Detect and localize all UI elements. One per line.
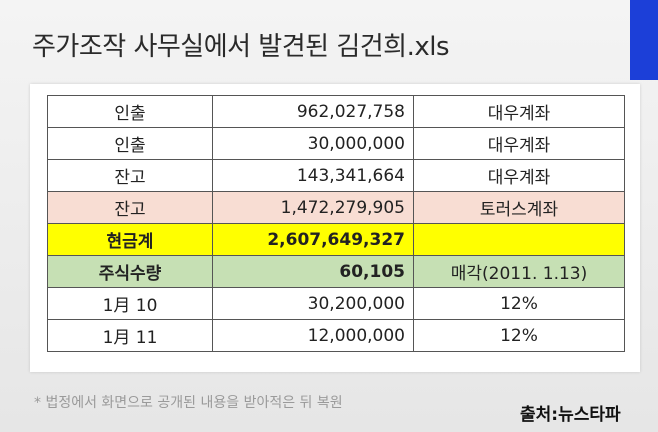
table-row: 잔고 1,472,279,905 토러스계좌	[47, 191, 625, 224]
table-cell: 12%	[413, 287, 625, 320]
table-row: 인출 962,027,758 대우계좌	[47, 95, 625, 128]
table: 인출 962,027,758 대우계좌 인출 30,000,000 대우계좌 잔고 143,3…	[47, 95, 625, 352]
table-cell: 1月 10	[47, 287, 213, 320]
table-row: 현금계 2,607,649,327	[47, 223, 625, 256]
table-cell: 1月 11	[47, 319, 213, 352]
table-row: 인출 30,000,000 대우계좌	[47, 127, 625, 160]
table-cell: 12%	[413, 319, 625, 352]
table-cell: 잔고	[47, 159, 213, 192]
table-row: 잔고 143,341,664 대우계좌	[47, 159, 625, 192]
table-cell: 대우계좌	[413, 127, 625, 160]
table-cell: 매각(2011. 1.13)	[413, 255, 625, 288]
table-panel: 인출 962,027,758 대우계좌 인출 30,000,000 대우계좌 잔고 143,3…	[30, 84, 640, 372]
table-row: 1月 11 12,000,000 12%	[47, 319, 625, 352]
table-cell: 2,607,649,327	[212, 223, 414, 256]
footnote: * 법정에서 화면으로 공개된 내용을 받아적은 뒤 복원	[34, 395, 343, 411]
table-cell: 현금계	[47, 223, 213, 256]
table-cell: 주식수량	[47, 255, 213, 288]
source: 출처:뉴스타파	[520, 405, 621, 425]
table-cell: 143,341,664	[212, 159, 414, 192]
table-row: 주식수량 60,105 매각(2011. 1.13)	[47, 255, 625, 288]
table-cell: 잔고	[47, 191, 213, 224]
table-cell: 대우계좌	[413, 159, 625, 192]
title: 주가조작 사무실에서 발견된 김건희.xls	[32, 32, 450, 62]
table-cell: 962,027,758	[212, 95, 414, 128]
table-cell: 인출	[47, 95, 213, 128]
table-cell: 30,200,000	[212, 287, 414, 320]
table-cell: 토러스계좌	[413, 191, 625, 224]
table-cell: 인출	[47, 127, 213, 160]
table-cell: 60,105	[212, 255, 414, 288]
table-cell: 1,472,279,905	[212, 191, 414, 224]
table-cell: 12,000,000	[212, 319, 414, 352]
table-cell: 30,000,000	[212, 127, 414, 160]
table-cell: 대우계좌	[413, 95, 625, 128]
channel-logo	[630, 0, 658, 80]
table-row: 1月 10 30,200,000 12%	[47, 287, 625, 320]
table-cell	[413, 223, 625, 256]
